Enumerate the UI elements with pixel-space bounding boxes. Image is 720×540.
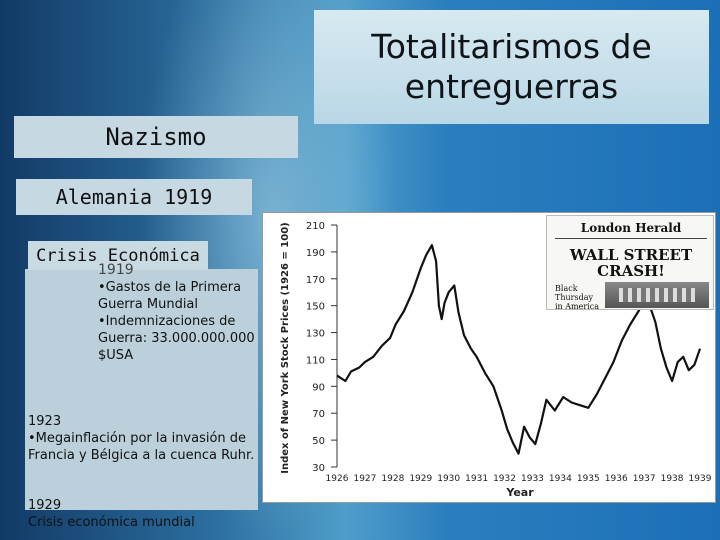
newspaper-image: London Herald WALL STREET CRASH! Black T… (546, 215, 714, 311)
x-tick-label: 1928 (381, 474, 404, 484)
x-tick-label: 1934 (549, 474, 572, 484)
y-tick-label: 30 (312, 463, 325, 474)
year-1923-label: 1923 (28, 414, 62, 429)
y-tick-label: 130 (306, 329, 325, 340)
x-tick-label: 1938 (661, 474, 684, 484)
topic-heading: Nazismo (14, 116, 298, 158)
x-tick-label: 1933 (521, 474, 544, 484)
y-tick-label: 50 (312, 436, 325, 447)
section-label: Crisis Económica (28, 241, 208, 270)
stock-price-chart: Index of New York Stock Prices (1926 = 1… (280, 221, 712, 499)
subtopic-heading: Alemania 1919 (16, 179, 252, 215)
newspaper-masthead: London Herald (555, 221, 707, 239)
world-crisis-text: Crisis económica mundial (28, 515, 195, 530)
y-tick-label: 110 (306, 355, 325, 366)
x-tick-label: 1936 (605, 474, 628, 484)
x-tick-label: 1927 (353, 474, 376, 484)
title-box: Totalitarismos de entreguerras (314, 10, 709, 124)
causes-1919-text: •Gastos de la Primera Guerra Mundial •In… (98, 280, 255, 363)
y-tick-label: 190 (306, 248, 325, 259)
x-tick-label: 1935 (577, 474, 600, 484)
y-tick-label: 150 (306, 302, 325, 313)
x-tick-label: 1931 (465, 474, 488, 484)
x-tick-label: 1930 (437, 474, 460, 484)
year-1919-label: 1919 (98, 262, 134, 278)
x-tick-label: 1937 (633, 474, 656, 484)
x-tick-label: 1939 (689, 474, 712, 484)
text-panel (25, 269, 258, 510)
y-tick-label: 170 (306, 275, 325, 286)
x-tick-label: 1932 (493, 474, 516, 484)
x-tick-label: 1926 (326, 474, 349, 484)
x-tick-label: 1929 (409, 474, 432, 484)
newspaper-headline: WALL STREET CRASH! (569, 246, 693, 280)
year-1929-label: 1929 (28, 498, 62, 513)
y-tick-label: 210 (306, 221, 325, 232)
slide-title: Totalitarismos de entreguerras (371, 27, 652, 106)
stock-exchange-photo (605, 282, 709, 308)
y-tick-label: 70 (312, 409, 325, 420)
newspaper-subhead: Black Thursday in America (555, 284, 599, 311)
hyperinflation-text: •Megainflación por la invasión de Franci… (28, 431, 255, 463)
x-axis-label: Year (505, 486, 534, 499)
y-tick-label: 90 (312, 382, 325, 393)
y-axis-label: Index of New York Stock Prices (1926 = 1… (280, 222, 291, 473)
